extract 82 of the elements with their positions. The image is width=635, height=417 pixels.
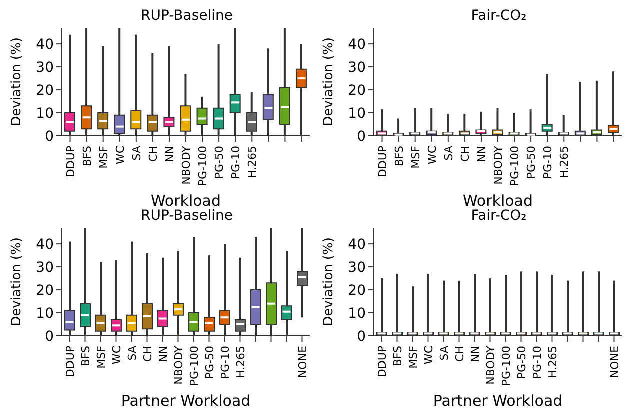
y-tick-label: 10 [36,106,54,122]
x-tick-label: DDUP [376,346,389,378]
x-tick-label: SA [130,146,144,161]
x-tick-label: PG-50 [525,146,538,180]
y-axis-title: Deviation (%) [10,238,25,326]
y-axis-title: Deviation (%) [322,238,337,326]
x-tick-label: PG-50 [213,146,226,180]
x-tick-label: PG-100 [500,346,513,386]
x-tick-label: BFS [79,346,92,367]
x-axis-title: Workload [462,192,534,210]
chart-title: Fair-CO₂ [470,208,528,226]
x-axis-title: Workload [150,192,222,210]
x-tick-label: WC [426,146,439,165]
x-tick-label: PG-10 [542,146,555,180]
x-tick-label: H.265 [234,346,248,379]
x-tick-label: DDUP [376,146,390,178]
y-axis-title: Deviation (%) [322,38,337,126]
x-tick-label: CH [146,146,160,162]
x-tick-label: PG-10 [230,146,243,180]
x-tick-label: PG-50 [203,346,216,380]
x-tick-label: DDUP [64,146,78,178]
x-tick-label: NN [475,146,488,162]
chart-title: RUP-Baseline [140,8,234,26]
x-tick-label: NBODY [484,346,498,385]
x-tick-label: WC [114,146,127,165]
x-axis-title: Partner Workload [121,392,251,410]
x-tick-label: BFS [80,146,94,167]
y-tick-label: 40 [348,37,366,54]
x-tick-label: BFS [391,346,404,367]
y-tick-label: 10 [348,306,366,322]
x-tick-label: MSF [97,146,110,169]
y-tick-label: 30 [348,260,366,276]
y-tick-label: 10 [348,106,366,122]
x-tick-label: MSF [409,146,422,169]
x-tick-label: CH [458,146,472,162]
y-tick-label: 20 [36,83,54,100]
y-tick-label: 20 [348,283,366,300]
x-tick-label: SA [438,346,451,361]
chart-title: Fair-CO₂ [470,8,528,26]
y-tick-label: 10 [36,306,54,322]
x-tick-label: PG-50 [515,346,528,380]
x-tick-label: PG-100 [188,346,201,386]
x-tick-label: WC [422,346,436,365]
x-axis-title: Partner Workload [433,392,563,410]
chart-title: RUP-Baseline [140,208,234,226]
x-tick-label: CH [141,346,154,362]
x-tick-label: H.265 [558,146,572,179]
x-tick-label: H.265 [546,346,560,379]
x-tick-label: NBODY [492,146,505,185]
x-tick-label: NBODY [180,146,193,185]
x-tick-label: WC [110,346,124,365]
x-tick-label: H.265 [246,146,260,179]
y-tick-label: 30 [36,60,54,76]
x-tick-label: CH [453,346,466,362]
x-tick-label: PG-100 [508,146,522,186]
y-tick-label: 40 [36,37,54,54]
x-tick-label: NN [468,346,482,362]
x-tick-label: NBODY [172,346,186,385]
x-tick-label: BFS [392,146,406,167]
x-tick-label: SA [442,146,456,161]
x-tick-label: SA [126,346,139,361]
x-tick-label: NN [156,346,170,362]
y-tick-label: 0 [45,328,54,345]
y-tick-label: 30 [348,60,366,76]
x-tick-label: PG-100 [196,146,210,186]
y-axis-title: Deviation (%) [10,38,25,126]
y-tick-label: 20 [348,83,366,100]
x-tick-label: PG-10 [530,346,544,380]
y-tick-label: 30 [36,260,54,276]
x-tick-label: NONE [608,346,622,378]
y-tick-label: 40 [36,237,54,254]
x-tick-label: MSF [406,346,420,369]
x-tick-label: PG-10 [218,346,232,380]
x-tick-label: NONE [296,346,310,378]
y-tick-label: 0 [357,328,366,345]
x-tick-label: NN [163,146,176,162]
y-tick-label: 0 [45,128,54,145]
x-tick-label: MSF [94,346,108,369]
y-tick-label: 40 [348,237,366,254]
y-tick-label: 0 [357,128,366,145]
y-tick-label: 20 [36,283,54,300]
x-tick-label: DDUP [64,346,77,378]
